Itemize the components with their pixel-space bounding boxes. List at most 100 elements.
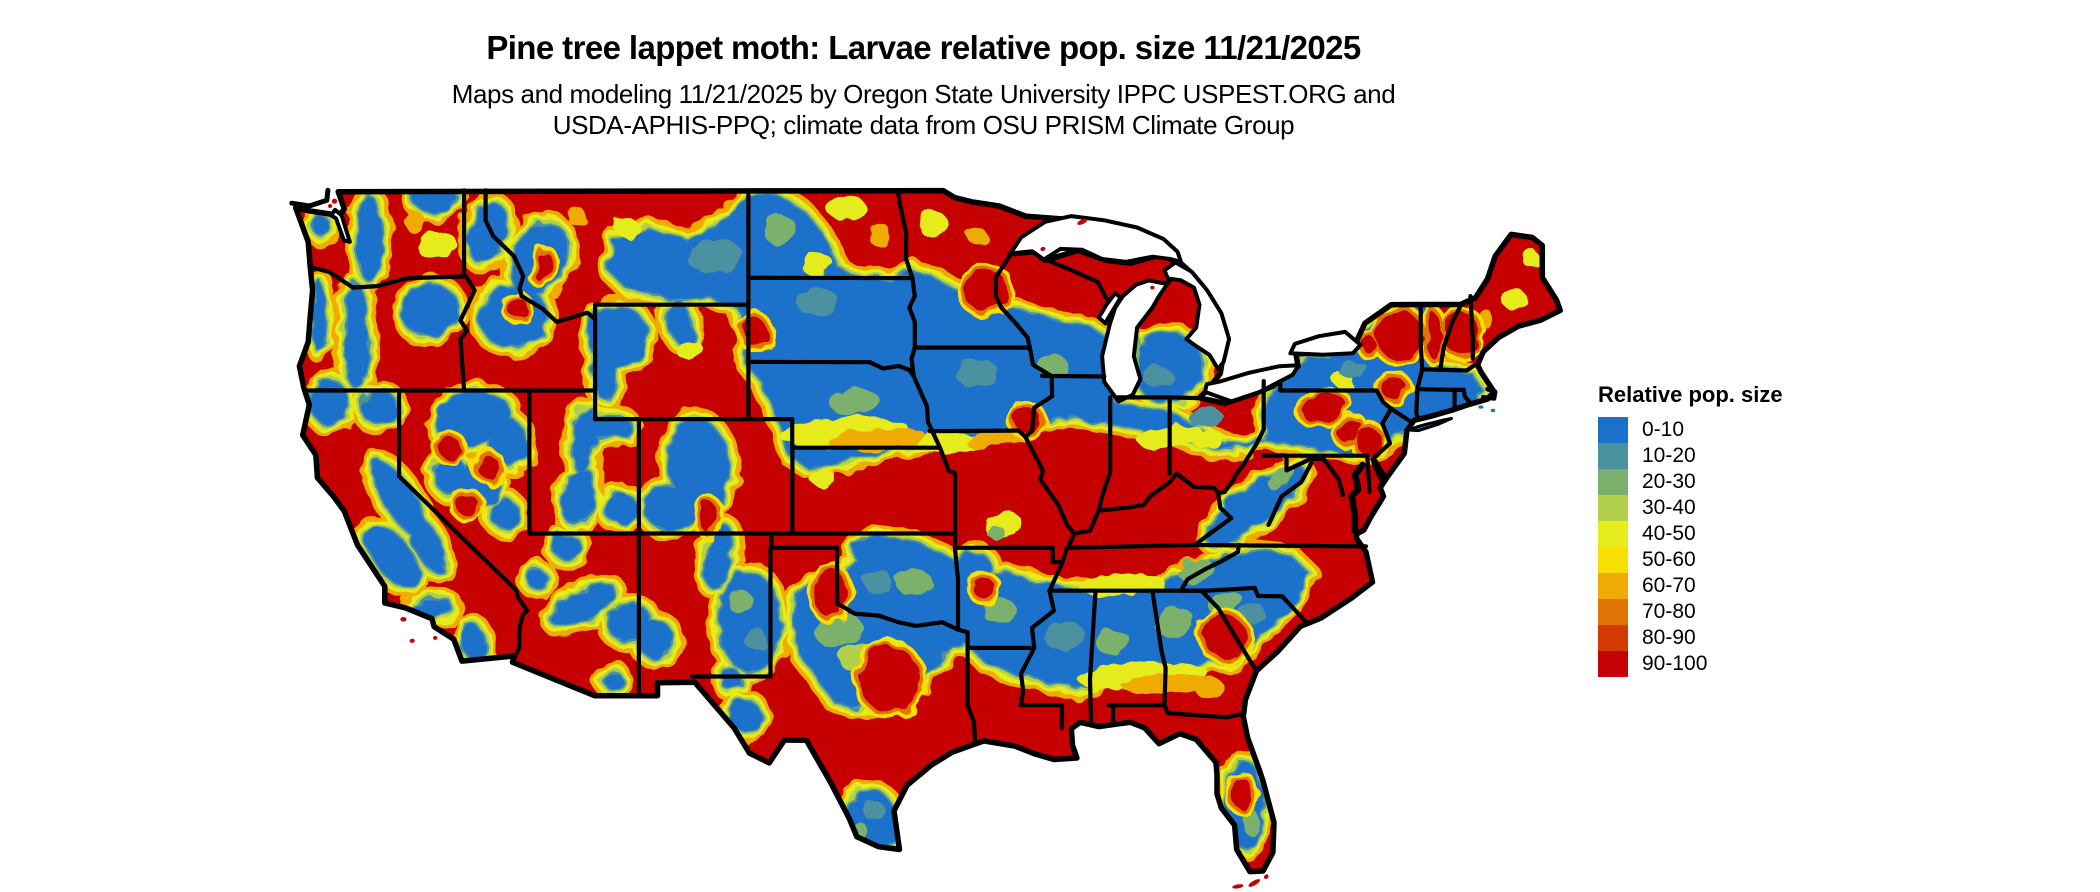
state-border-53 [1087, 588, 1098, 726]
map-region-yellowstone [589, 306, 647, 367]
legend-label: 70-80 [1642, 600, 1696, 623]
legend-swatch-20-30 [1598, 469, 1628, 495]
map-region-hualapai [528, 570, 546, 588]
title-block: Pine tree lappet moth: Larvae relative p… [283, 0, 1564, 141]
state-border-64 [1420, 363, 1477, 373]
legend-label: 80-90 [1642, 626, 1696, 649]
legend-row: 40-50 [1598, 521, 1783, 547]
strait-of-juan-de-fuca-border [289, 187, 331, 209]
map-region-iowa-mottle [955, 359, 1000, 388]
map-region-ca-central-valley [366, 526, 419, 587]
islands-layer [328, 198, 1496, 889]
state-border-47 [1216, 490, 1234, 521]
legend-swatch-0-10 [1598, 417, 1628, 443]
map-region-maine-1 [1501, 287, 1526, 311]
map-region-apostle-islands [1040, 246, 1046, 251]
state-border-26 [690, 545, 773, 679]
map-region-pa-ridge-valley [1337, 420, 1362, 441]
map-region-nd-3 [802, 253, 833, 277]
coastal-details [289, 187, 1498, 534]
delaware-bay [1370, 456, 1389, 481]
state-border-4 [397, 388, 530, 665]
map-region-mi-mottle [1141, 366, 1173, 387]
map-region-mt-mottle [688, 238, 741, 274]
state-border-51 [1178, 542, 1241, 593]
map-region-nm-mottle [727, 590, 754, 614]
legend-row: 10-20 [1598, 443, 1783, 469]
state-border-45 [1284, 456, 1346, 497]
state-border-42 [1389, 406, 1411, 423]
state-border-65 [1415, 387, 1466, 392]
legend-label: 30-40 [1642, 496, 1696, 519]
map-region-ok-mottle-2 [863, 570, 894, 594]
map-region-palouse-1 [416, 230, 456, 260]
lake-superior [1008, 214, 1183, 264]
map-region-or-coast-range [313, 281, 326, 351]
state-border-0 [309, 265, 468, 290]
map-region-central-florida-red [1232, 778, 1253, 810]
map-region-south-utah-highlands [563, 469, 595, 523]
map-region-florida-keys-2 [1248, 879, 1261, 887]
map-region-sandhills-mottle [830, 387, 879, 417]
state-border-1 [458, 274, 477, 393]
map-region-or-blue-mountains [402, 285, 457, 336]
lake-michigan [1100, 278, 1172, 404]
map-region-ms-mottle [1045, 622, 1085, 651]
map-region-mt-red-vein [534, 253, 553, 282]
us-population-map [283, 166, 1564, 890]
map-region-sierra-nevada [373, 462, 425, 537]
map-region-south-nevada [490, 499, 518, 528]
map-region-ohio-mottle [1187, 406, 1223, 427]
lake-huron [1162, 260, 1232, 372]
map-region-wy-1 [677, 339, 704, 362]
map-region-sd-mottle [797, 287, 837, 317]
map-region-idaho-panhandle [469, 203, 507, 263]
map-region-ok-mottle [896, 569, 932, 596]
map-region-san-luis-valley [699, 500, 717, 533]
state-border-35 [1072, 427, 1266, 536]
map-region-nm-mottle-2 [745, 627, 767, 651]
legend-swatch-50-60 [1598, 547, 1628, 573]
legend-row: 20-30 [1598, 469, 1783, 495]
legend-label: 90-100 [1642, 652, 1708, 675]
map-region-san-juan-island-2 [328, 204, 333, 208]
map-region-fl-mottle [1242, 809, 1260, 836]
state-border-44 [1365, 453, 1372, 494]
map-region-ks-1 [810, 470, 838, 488]
state-border-41 [1278, 380, 1394, 411]
map-region-florida-keys-1 [1232, 884, 1244, 889]
state-border-19 [911, 374, 958, 550]
map-region-ne-fringe-2 [826, 427, 927, 451]
map-region-colorado-rockies [669, 419, 730, 511]
map-region-nantucket [1490, 408, 1496, 413]
map-region-olympics [313, 217, 329, 235]
map-region-ga-mottle [1154, 607, 1194, 637]
state-border-37 [1115, 395, 1202, 401]
map-region-san-juan-mountains [645, 486, 696, 530]
map-region-palouse-2 [403, 211, 426, 232]
state-border-29 [993, 252, 1032, 350]
legend: Relative pop. size 0-10 10-20 20-30 30-40 40… [1598, 382, 1783, 677]
green-bay [1096, 291, 1123, 326]
legend-swatch-10-20 [1598, 443, 1628, 469]
state-borders [305, 188, 1477, 743]
state-border-50 [1192, 542, 1369, 549]
legend-row: 0-10 [1598, 417, 1783, 443]
us-map-svg [289, 187, 1563, 889]
map-region-marthas-vineyard [1478, 405, 1484, 409]
legend-swatch-80-90 [1598, 625, 1628, 651]
legend-row: 90-100 [1598, 651, 1783, 677]
legend-title: Relative pop. size [1598, 382, 1783, 407]
map-region-mo-fringe-2 [964, 430, 1017, 448]
map-region-north-pa-ridges [1301, 392, 1345, 423]
state-border-17 [907, 276, 917, 379]
state-border-57 [1199, 588, 1259, 673]
map-region-maine-3 [1522, 250, 1541, 268]
state-border-61 [1418, 302, 1425, 372]
cape-cod [1480, 386, 1498, 401]
map-region-central-nevada [435, 459, 469, 494]
legend-label: 0-10 [1642, 418, 1685, 441]
legend-row: 30-40 [1598, 495, 1783, 521]
map-region-channel-island-1 [400, 617, 407, 622]
